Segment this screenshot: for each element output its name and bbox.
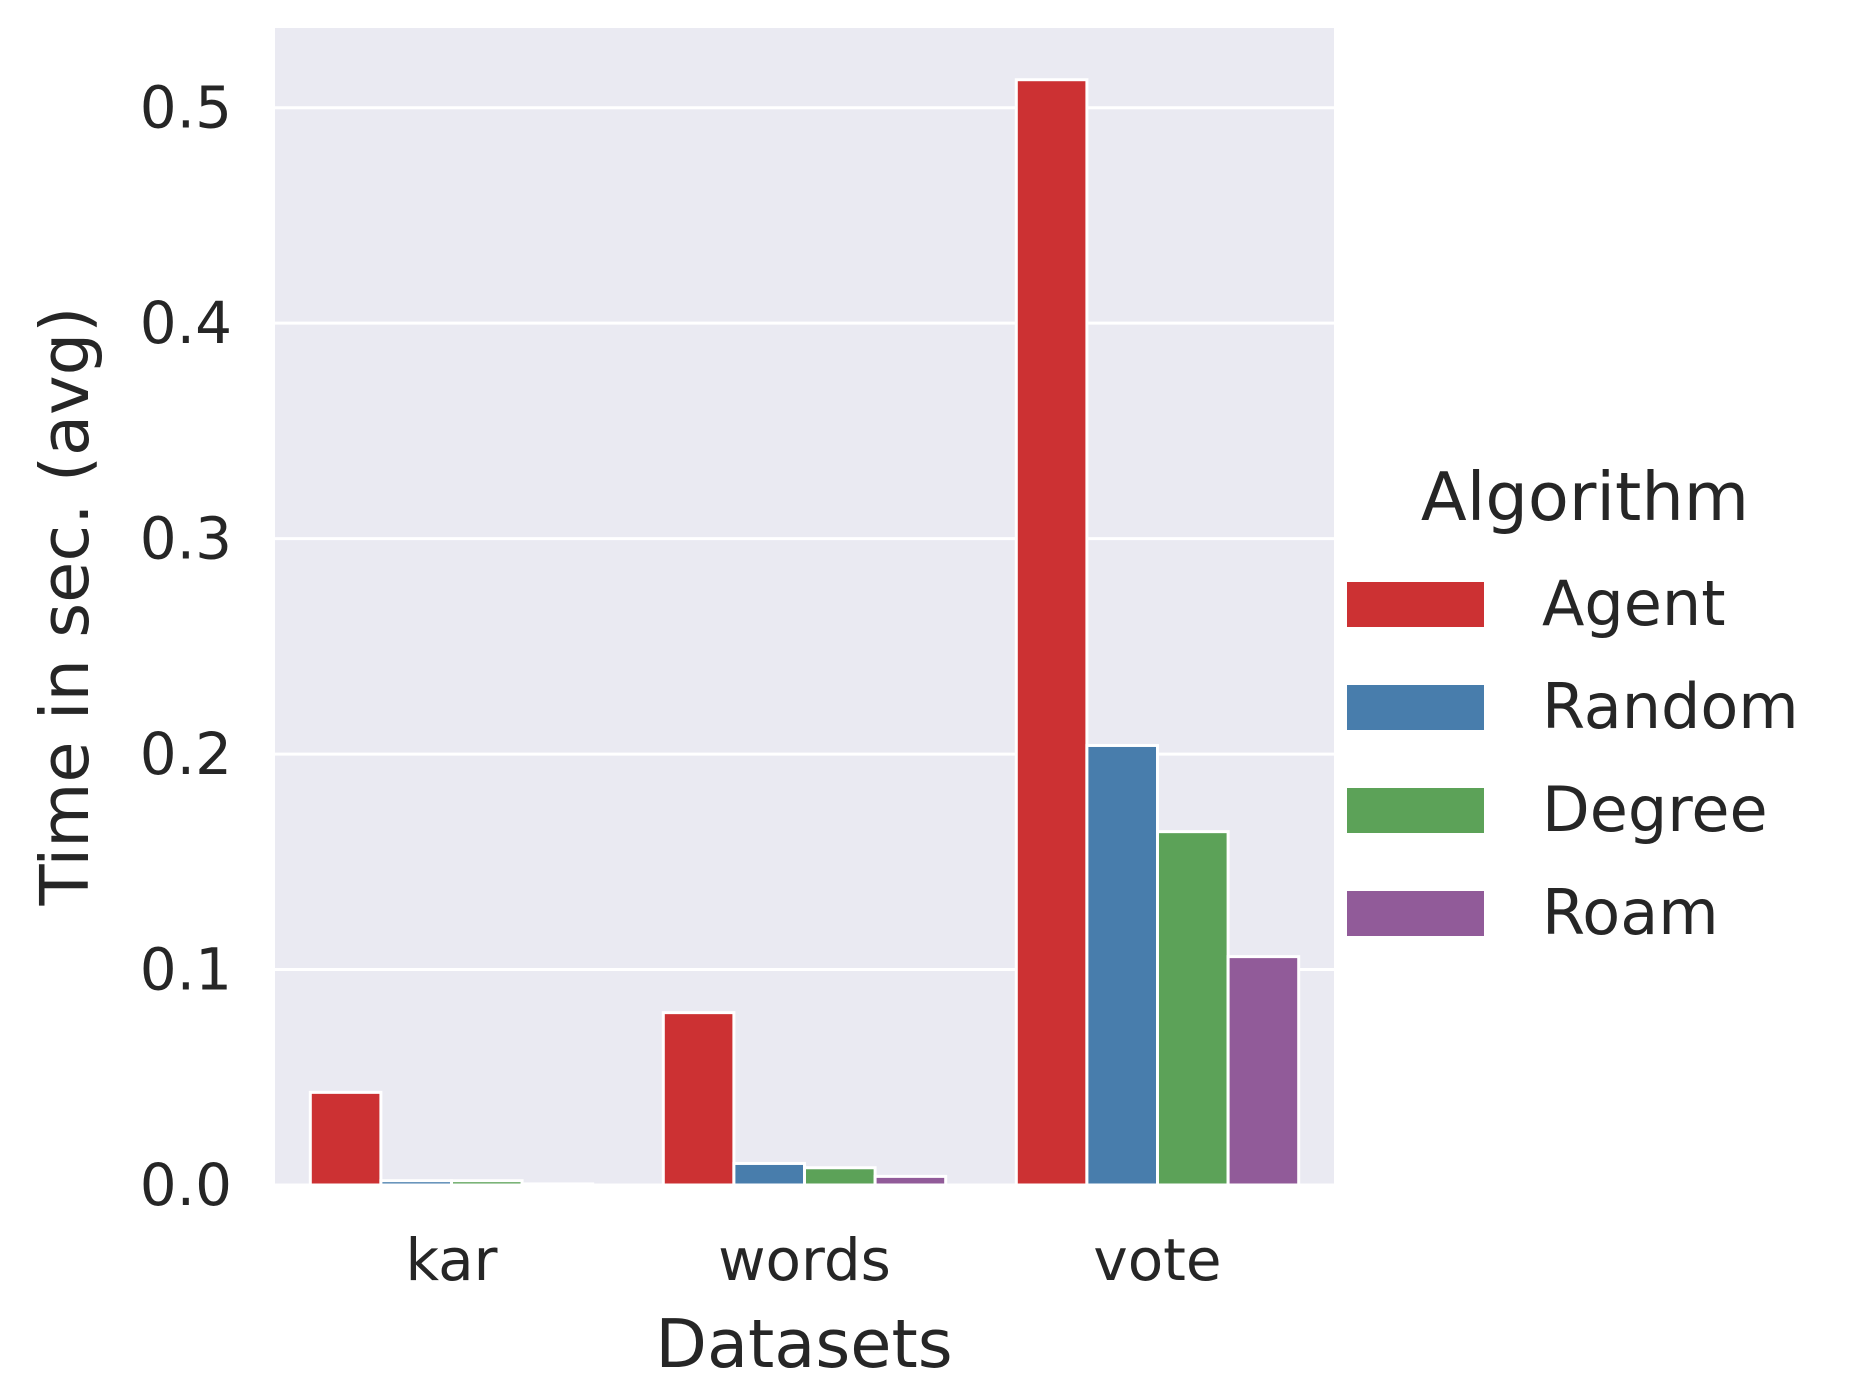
bar-roam-vote — [1226, 955, 1301, 1187]
bar-degree-vote — [1156, 830, 1230, 1187]
legend-label-degree: Degree — [1542, 773, 1768, 846]
bar-agent-kar — [308, 1090, 383, 1187]
x-tick-label: vote — [1093, 1226, 1221, 1294]
legend-swatch-agent — [1347, 582, 1484, 627]
bar-random-vote — [1085, 743, 1160, 1187]
y-tick-label: 0.3 — [140, 505, 232, 573]
bar-degree-words — [803, 1166, 877, 1187]
legend-label-random: Random — [1542, 670, 1799, 743]
y-tick-label: 0.4 — [140, 289, 232, 357]
legend: Algorithm Agent Random Degree Roam — [1347, 458, 1799, 949]
y-axis-ticks: 0.0 0.1 0.2 0.3 0.4 0.5 — [140, 74, 232, 1219]
legend-label-roam: Roam — [1542, 876, 1719, 949]
x-tick-label: kar — [406, 1226, 498, 1294]
y-tick-label: 0.1 — [140, 936, 232, 1004]
y-tick-label: 0.0 — [140, 1151, 232, 1219]
bars — [308, 78, 1301, 1187]
y-tick-label: 0.5 — [140, 74, 232, 142]
bar-agent-words — [661, 1011, 736, 1187]
legend-items: Agent Random Degree Roam — [1347, 567, 1799, 949]
bar-random-kar — [379, 1179, 453, 1187]
bar-roam-words — [873, 1174, 948, 1187]
legend-label-agent: Agent — [1542, 567, 1726, 640]
legend-title: Algorithm — [1421, 458, 1749, 536]
legend-swatch-degree — [1347, 788, 1484, 833]
x-axis-label: Datasets — [655, 1305, 952, 1383]
bar-roam-kar — [520, 1182, 595, 1187]
x-tick-label: words — [718, 1226, 891, 1294]
bar-agent-vote — [1014, 78, 1089, 1187]
legend-swatch-roam — [1347, 891, 1484, 936]
y-tick-label: 0.2 — [140, 720, 232, 788]
bar-degree-kar — [450, 1179, 524, 1187]
legend-swatch-random — [1347, 685, 1484, 730]
y-axis-label: Time in sec. (avg) — [26, 307, 104, 907]
x-axis-ticks: kar words vote — [406, 1226, 1222, 1294]
bar-random-words — [732, 1161, 807, 1187]
